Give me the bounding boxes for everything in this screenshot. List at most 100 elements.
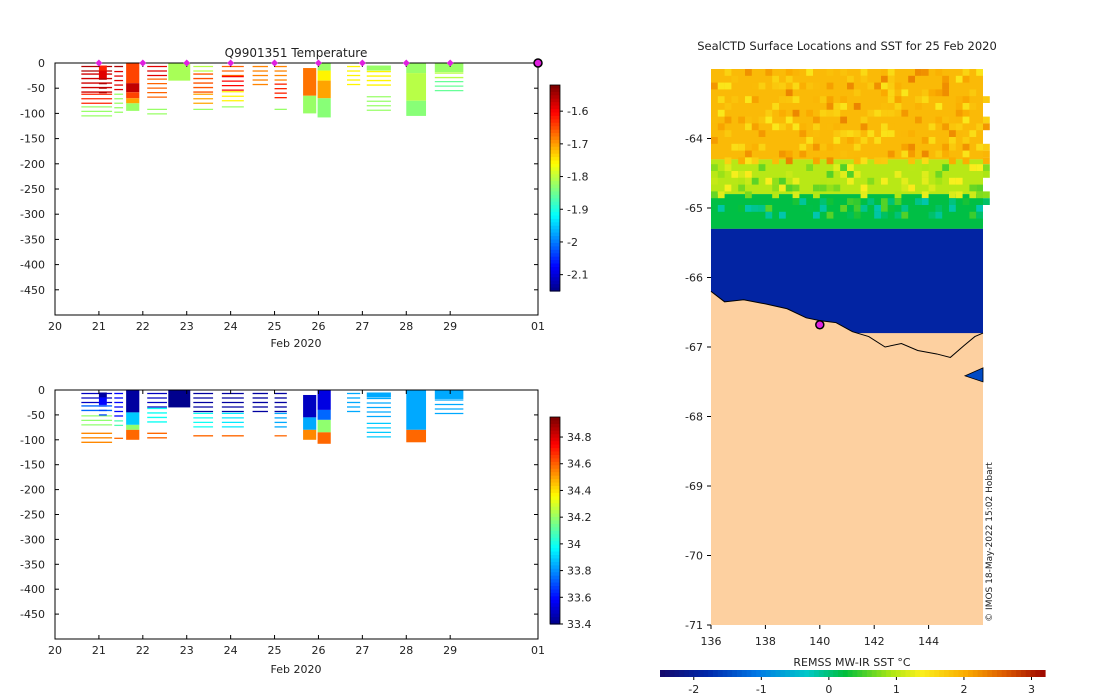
- sst-colorbar-segment: [982, 670, 988, 677]
- sst-pixel: [745, 150, 752, 158]
- colorbar-segment: [550, 109, 560, 114]
- sst-pixel: [813, 157, 820, 165]
- sst-pixel: [881, 177, 888, 185]
- sst-pixel: [711, 164, 718, 171]
- profile-14-band-0: [406, 63, 427, 74]
- colorbar-segment: [550, 177, 560, 182]
- colorbar-tick-label: 34.6: [567, 458, 592, 471]
- map-y-tick-label: -67: [685, 341, 703, 354]
- sst-pixel: [792, 82, 800, 90]
- sst-pixel: [881, 198, 888, 205]
- profile-2-lines-1: [114, 420, 124, 427]
- sst-pixel: [921, 171, 929, 178]
- sst-pixel: [894, 82, 902, 90]
- sst-pixel: [847, 171, 854, 178]
- y-tick-label: -100: [20, 434, 45, 447]
- colorbar-segment: [550, 98, 560, 103]
- colorbar-segment: [550, 115, 560, 120]
- profile-1-band-0: [98, 392, 107, 398]
- sst-pixel: [792, 184, 800, 192]
- temperature-colorbar: -1.6 -1.7 -1.8 -1.9 -2 -2.1: [549, 84, 588, 292]
- sst-pixel: [779, 184, 786, 192]
- colorbar-segment: [550, 465, 560, 470]
- colorbar-segment: [550, 253, 560, 258]
- map-x-tick-label: 144: [918, 635, 939, 648]
- sst-pixel: [717, 96, 725, 103]
- colorbar-segment: [550, 174, 560, 179]
- colorbar-segment: [550, 105, 560, 110]
- sst-pixel: [983, 143, 990, 151]
- sst-pixel: [785, 116, 793, 124]
- profile-11-band-2: [317, 419, 331, 433]
- sst-pixel: [758, 116, 766, 124]
- sst-pixel: [887, 89, 895, 97]
- colorbar-segment: [550, 133, 560, 138]
- sst-pixel: [894, 191, 902, 199]
- sst-pixel: [751, 177, 759, 185]
- colorbar-segment: [550, 153, 560, 158]
- sst-pixel: [983, 123, 990, 131]
- colorbar-segment: [550, 479, 560, 484]
- colorbar-segment: [550, 215, 560, 220]
- sst-pixel: [813, 143, 820, 151]
- sst-colorbar-tick-label: -1: [756, 683, 767, 696]
- sst-pixel: [894, 198, 902, 205]
- sst-pixel: [772, 184, 779, 192]
- sst-pixel: [779, 211, 786, 219]
- sst-pixel: [921, 137, 929, 144]
- profile-2-lines-0: [114, 392, 124, 417]
- sst-pixel: [969, 89, 977, 97]
- profile-13-lines-1: [366, 70, 391, 86]
- sst-pixel: [751, 157, 759, 165]
- sst-pixel: [901, 130, 909, 137]
- temperature-axes: 20 21 22 23 24 25 26 27 28 29 01 0 -50 -100 -150 -200 -2…: [20, 57, 545, 333]
- sst-pixel: [745, 69, 752, 76]
- profile-6-lines-0: [193, 65, 214, 72]
- sst-pixel: [853, 143, 861, 151]
- sst-pixel: [908, 130, 915, 137]
- sst-pixel: [717, 109, 725, 117]
- sst-pixel: [724, 116, 732, 124]
- colorbar-segment: [550, 448, 560, 453]
- sst-pixel: [976, 164, 983, 171]
- sst-pixel: [847, 164, 854, 171]
- sst-colorbar-segment: [712, 670, 719, 677]
- sst-pixel: [928, 89, 936, 97]
- profile-14-band-0: [406, 390, 427, 430]
- sst-colorbar-segment: [915, 670, 921, 677]
- colorbar-segment: [550, 437, 560, 442]
- sst-pixel: [765, 205, 773, 212]
- map-x-tick-label: 142: [864, 635, 885, 648]
- sst-colorbar-segment: [1030, 670, 1036, 677]
- profile-6-lines-2: [193, 93, 214, 104]
- colorbar-segment: [550, 225, 560, 230]
- sst-pixel: [976, 191, 983, 199]
- sst-pixel: [785, 150, 793, 158]
- profile-0-lines-3: [81, 432, 113, 443]
- y-tick-label: 0: [38, 384, 45, 397]
- x-tick-label: 22: [136, 644, 150, 657]
- y-tick-label: -200: [20, 158, 45, 171]
- daily-marker: [314, 59, 322, 67]
- sst-colorbar-segment: [751, 670, 757, 677]
- colorbar-segment: [550, 423, 560, 428]
- sst-pixel: [772, 123, 779, 131]
- profile-0-lines-0: [81, 392, 113, 404]
- sst-pixel: [928, 137, 936, 144]
- sst-pixel: [942, 164, 949, 171]
- profile-13-lines-2: [366, 96, 391, 111]
- sst-pixel: [731, 75, 739, 83]
- colorbar-segment: [550, 277, 560, 282]
- sst-pixel: [942, 143, 949, 151]
- sst-pixel: [758, 143, 766, 151]
- colorbar-segment: [550, 150, 560, 155]
- colorbar-segment: [550, 232, 560, 237]
- sst-pixel: [908, 75, 915, 83]
- profile-15-lines-1: [434, 72, 464, 79]
- sst-pixel: [935, 69, 943, 76]
- sst-pixel: [921, 157, 929, 165]
- sst-pixel: [758, 164, 766, 171]
- colorbar-segment: [550, 544, 560, 549]
- sst-pixel: [901, 143, 909, 151]
- sst-colorbar-segment: [799, 670, 805, 677]
